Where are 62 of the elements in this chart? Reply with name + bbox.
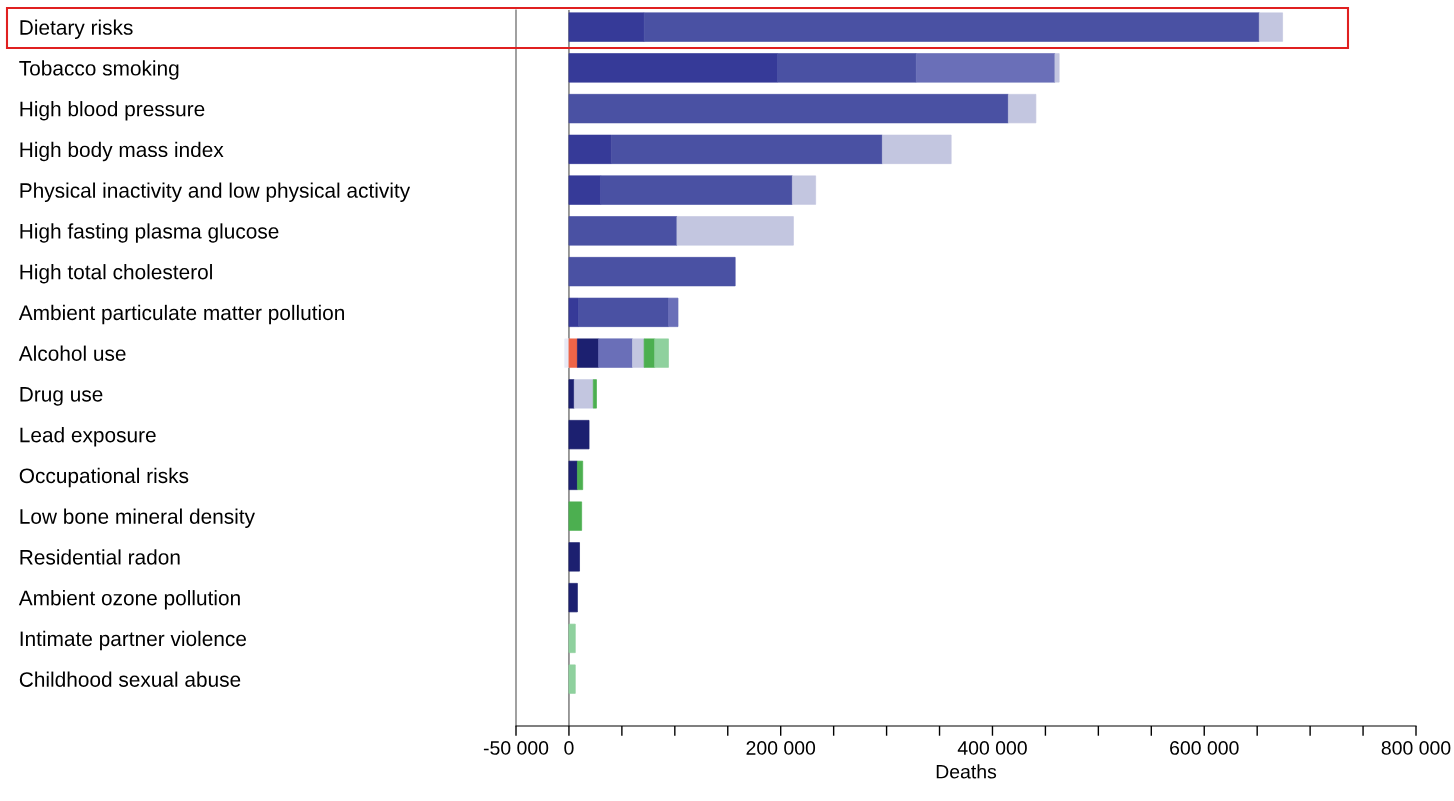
bar [568,420,590,450]
bar [610,134,883,164]
bar [578,297,669,327]
bar [568,583,578,613]
y-tick-label: Lead exposure [20,427,156,447]
x-tick-label: 800 000 [1381,741,1451,755]
bar [568,542,580,572]
y-tick-label: Childhood sexual abuse [19,671,241,687]
x-tick-label: 0 [564,741,574,755]
bar [592,379,597,409]
y-tick-label: Residential radon [20,549,180,565]
y-tick-label: Drug use [20,387,103,406]
bar [915,53,1056,83]
y-tick-label: Dietary risks [20,19,133,39]
bar [643,12,1260,42]
bar [668,297,679,327]
x-tick-label: 200 000 [746,741,816,755]
bar [568,257,736,287]
y-tick-label: High fasting plasma glucose [20,223,279,243]
x-tick-label: -50 000 [483,741,549,755]
y-tick-label: Ambient particulate matter pollution [18,304,344,325]
bar [882,134,952,164]
bar [568,338,578,368]
y-tick-label: Low bone mineral density [20,508,255,528]
bar [577,338,599,368]
bar [568,134,612,164]
bar [568,460,578,490]
x-tick-label: 600 000 [1170,741,1239,755]
y-tick-label: High total cholesterol [20,264,212,284]
bar [573,379,594,409]
bar [568,623,576,653]
bar [643,338,656,368]
bar [568,94,1009,124]
y-tick-label: High body mass index [20,141,224,162]
y-tick-label: Intimate partner violence [20,630,246,651]
bar [777,53,917,83]
bar [676,216,794,246]
bar [632,338,645,368]
y-tick-label: Physical inactivity and low physical activity [20,182,411,202]
bar [568,501,582,531]
y-tick-label: Tobacco smoking [19,60,179,80]
y-tick-label: Occupational risks [19,467,189,488]
bar [1008,94,1037,124]
bar [1054,53,1060,83]
bar [654,338,669,368]
y-tick-label: Ambient ozone pollution [18,590,240,610]
bar [568,664,576,694]
y-tick-label: High blood pressure [20,101,205,121]
x-tick-label: 400 000 [957,741,1027,755]
bar [568,175,602,205]
bar [1258,12,1283,42]
bar [568,379,575,409]
bar [568,53,778,83]
bar [600,175,793,205]
bar [577,460,584,490]
bar [568,12,645,42]
bar [568,216,678,246]
bar [568,297,579,327]
x-axis-title: Deaths [936,764,997,779]
bar [792,175,816,205]
bar [598,338,633,368]
y-tick-label: Alcohol use [18,345,126,361]
